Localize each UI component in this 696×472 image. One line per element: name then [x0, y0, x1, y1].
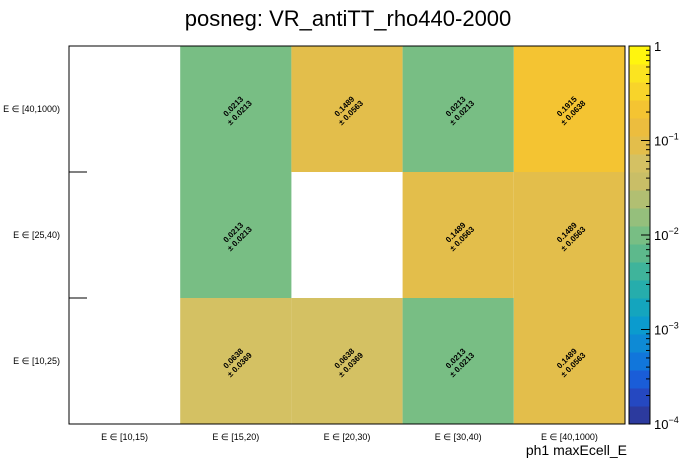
color-scale-swatch: [629, 262, 650, 281]
x-tick-labels: E ∈ [10,15) E ∈ [15,20) E ∈ [20,30) E ∈ [30…: [101, 432, 598, 442]
color-scale-swatch: [629, 226, 650, 245]
x-axis-label: ph1 maxEcell_E: [526, 442, 627, 458]
color-scale-tick-base: 1: [654, 39, 661, 54]
heatmap-cell: [513, 172, 625, 298]
color-scale-tick-exponent: −1: [668, 132, 678, 142]
color-scale-swatch: [629, 208, 650, 227]
heatmap-cell: [291, 298, 403, 424]
color-scale-tick-label: 10−2: [654, 226, 679, 243]
color-scale-ticks: 110−110−210−310−4: [641, 39, 679, 432]
color-scale-tick-exponent: −2: [668, 226, 678, 236]
plot-frame: [68, 45, 626, 425]
heatmap-cell: [291, 46, 403, 172]
color-scale-swatch: [629, 100, 650, 119]
heatmap-cell: [402, 298, 514, 424]
color-scale-tick-base: 10: [654, 417, 668, 432]
color-scale-swatch: [629, 388, 650, 407]
color-scale-tick-base: 10: [654, 323, 668, 338]
heatmap-cell: [180, 46, 292, 172]
color-scale-swatch: [629, 46, 650, 65]
color-scale-swatch: [629, 406, 650, 425]
color-scale-tick-base: 10: [654, 228, 668, 243]
color-scale-swatch: [629, 190, 650, 209]
color-scale-swatch: [629, 244, 650, 263]
color-scale-swatch: [629, 298, 650, 317]
color-scale-tick-label: 10−1: [654, 132, 679, 149]
color-scale-swatch: [629, 280, 650, 299]
color-scale-tick-label: 1: [654, 39, 661, 54]
x-tick-label: E ∈ [30,40): [435, 432, 482, 442]
color-scale-swatch: [629, 82, 650, 101]
x-tick-label: E ∈ [10,15): [101, 432, 148, 442]
color-scale-swatch: [629, 370, 650, 389]
cells-layer: [180, 46, 625, 424]
color-scale-tick-exponent: −3: [668, 321, 678, 331]
y-tick-label: E ∈ [25,40): [13, 230, 60, 240]
heatmap-cell: [513, 46, 625, 172]
heatmap-cell: [180, 298, 292, 424]
ticks-layer: [69, 171, 87, 299]
heatmap-cell: [402, 46, 514, 172]
heatmap-cell: [402, 172, 514, 298]
heatmap-cell: [180, 172, 292, 298]
color-scale-bar: [629, 46, 650, 425]
x-tick-label: E ∈ [20,30): [324, 432, 371, 442]
x-tick-label: E ∈ [15,20): [212, 432, 259, 442]
color-scale-swatch: [629, 118, 650, 137]
color-scale-tick-label: 10−3: [654, 321, 679, 338]
y-tick-labels: E ∈ [10,25) E ∈ [25,40) E ∈ [40,1000): [3, 104, 60, 366]
color-scale-tick-base: 10: [654, 134, 668, 149]
x-tick-label: E ∈ [40,1000): [541, 432, 598, 442]
color-scale-tick-exponent: −4: [668, 415, 678, 425]
color-scale-tick-label: 10−4: [654, 415, 679, 432]
y-tick-label: E ∈ [40,1000): [3, 104, 60, 114]
color-scale-swatch: [629, 154, 650, 173]
heatmap-cell: [513, 298, 625, 424]
color-scale-swatch: [629, 352, 650, 371]
color-scale-swatch: [629, 64, 650, 83]
y-tick-label: E ∈ [10,25): [13, 356, 60, 366]
color-scale-swatch: [629, 316, 650, 335]
color-scale-swatch: [629, 334, 650, 353]
chart-title: posneg: VR_antiTT_rho440-2000: [185, 6, 512, 31]
color-scale-swatch: [629, 172, 650, 191]
